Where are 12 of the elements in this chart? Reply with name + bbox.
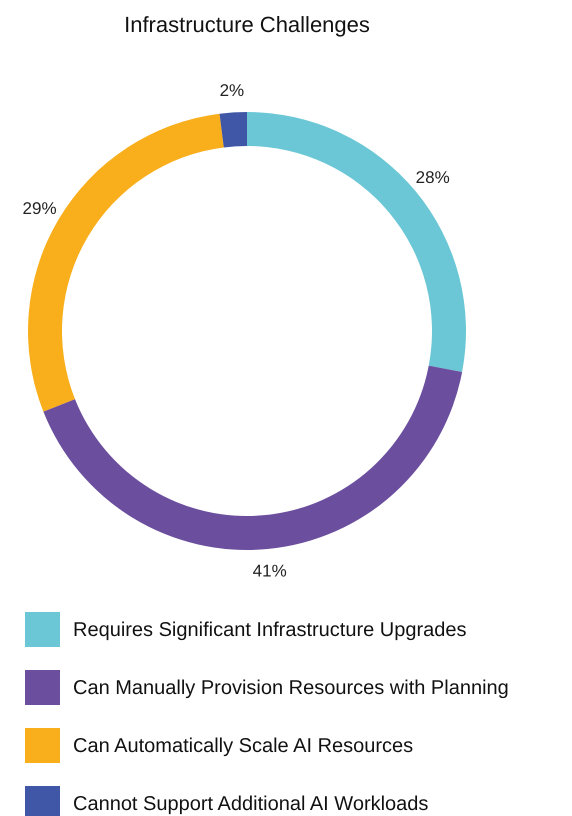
legend-label: Cannot Support Additional AI Workloads [73, 793, 428, 815]
data-label: 29% [22, 198, 57, 218]
chart-title: Infrastructure Challenges [124, 12, 370, 37]
donut-slice [43, 366, 462, 550]
donut-slice [247, 112, 466, 372]
data-label: 41% [252, 561, 287, 580]
data-label: 2% [220, 80, 244, 100]
legend-label: Can Manually Provision Resources with Planning [73, 677, 509, 699]
legend-label: Requires Significant Infrastructure Upgrades [73, 619, 467, 641]
donut-slice [220, 112, 247, 148]
legend-label: Can Automatically Scale AI Resources [73, 735, 414, 757]
data-label: 28% [416, 168, 450, 187]
